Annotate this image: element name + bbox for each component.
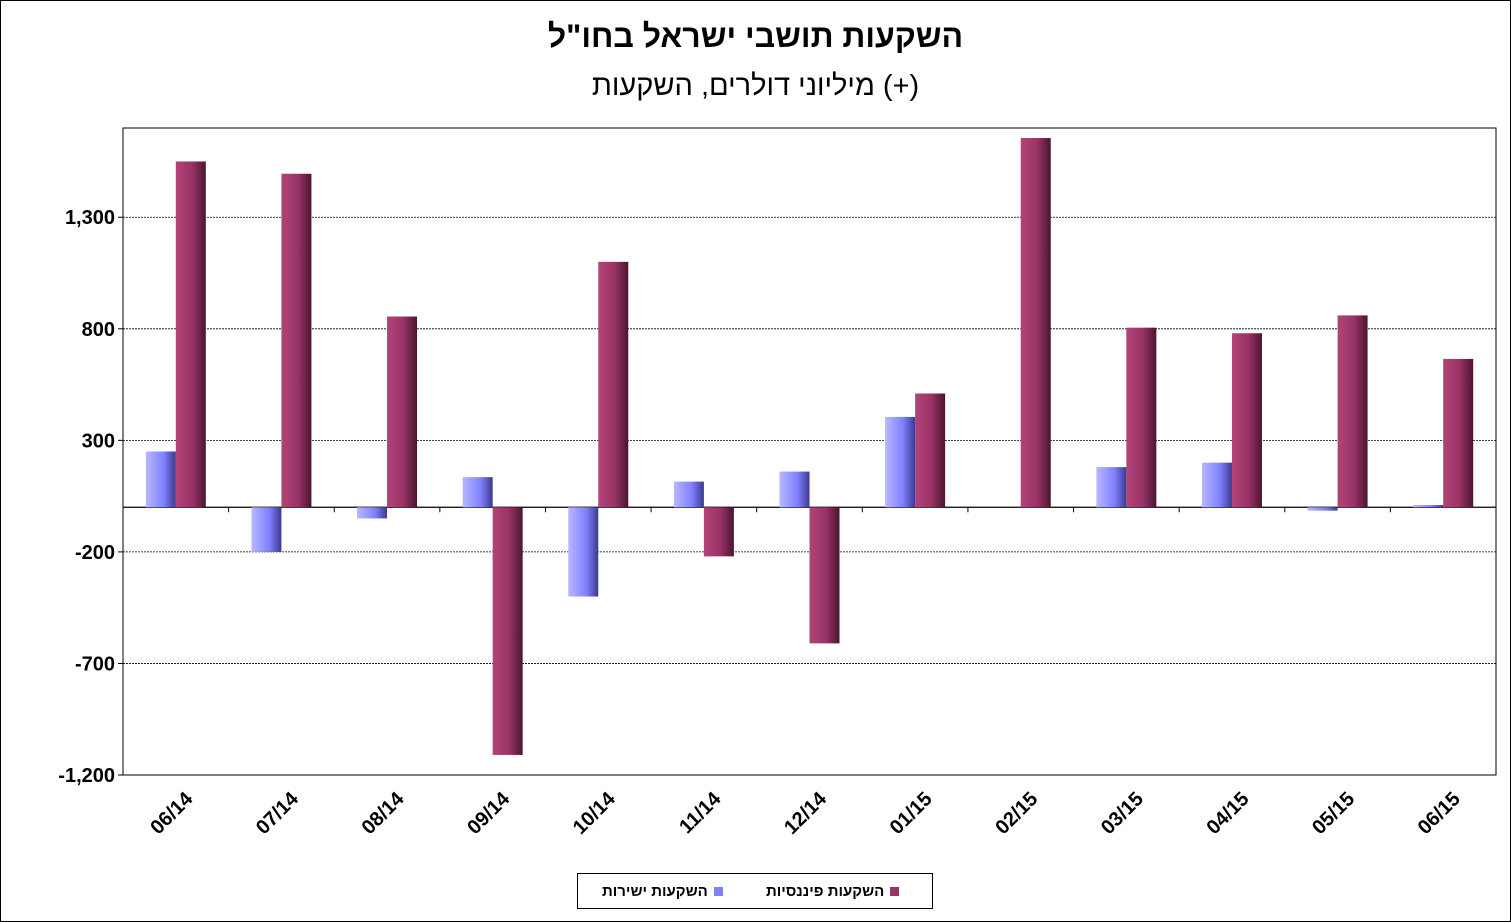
bar-direct-05-15 bbox=[1307, 507, 1338, 511]
x-tick-label: 12/14 bbox=[780, 787, 832, 839]
x-tick-label: 02/15 bbox=[991, 788, 1042, 839]
bar-financial-06-15 bbox=[1443, 358, 1474, 508]
bar-direct-06-15 bbox=[1413, 505, 1444, 508]
bar-direct-06-14 bbox=[145, 451, 176, 508]
x-tick-label: 04/15 bbox=[1203, 788, 1254, 839]
bar-direct-12-14 bbox=[779, 471, 810, 508]
bar-direct-08-14 bbox=[357, 507, 388, 519]
chart-legend: השקעות ישירות השקעות פיננסיות bbox=[577, 873, 933, 909]
plot-border bbox=[122, 127, 1497, 776]
bar-direct-01-15 bbox=[885, 416, 916, 508]
legend-item-financial: השקעות פיננסיות bbox=[766, 883, 900, 900]
y-tick-label: 300 bbox=[82, 430, 115, 452]
bar-direct-10-14 bbox=[568, 507, 599, 597]
bar-direct-11-14 bbox=[673, 481, 704, 508]
legend-swatch-financial bbox=[890, 887, 900, 896]
bar-financial-09-14 bbox=[492, 507, 523, 755]
y-tick-label: 1,300 bbox=[65, 207, 115, 229]
bar-financial-01-15 bbox=[915, 393, 946, 508]
y-tick-label: -700 bbox=[75, 653, 115, 675]
x-tick-label: 07/14 bbox=[252, 787, 304, 839]
bar-financial-10-14 bbox=[598, 261, 629, 508]
x-tick-label: 06/15 bbox=[1414, 788, 1465, 839]
bar-financial-02-15 bbox=[1020, 138, 1051, 508]
bar-financial-03-15 bbox=[1126, 327, 1157, 508]
bar-financial-11-14 bbox=[703, 507, 734, 557]
bar-direct-09-14 bbox=[462, 477, 493, 508]
x-tick-label: 10/14 bbox=[569, 787, 621, 839]
bar-financial-04-15 bbox=[1231, 333, 1262, 508]
x-tick-label: 03/15 bbox=[1097, 788, 1148, 839]
legend-label-direct: השקעות ישירות bbox=[602, 883, 708, 900]
x-tick-label: 08/14 bbox=[358, 787, 410, 839]
chart-title: השקעות תושבי ישראל בחו"ל bbox=[547, 18, 964, 54]
bar-financial-07-14 bbox=[281, 173, 312, 508]
legend-swatch-direct bbox=[713, 887, 723, 896]
x-tick-label: 09/14 bbox=[463, 787, 515, 839]
bar-financial-06-14 bbox=[175, 161, 206, 508]
legend-item-direct: השקעות ישירות bbox=[602, 883, 723, 900]
bar-direct-07-14 bbox=[251, 507, 282, 552]
legend-label-financial: השקעות פיננסיות bbox=[766, 883, 885, 900]
chart-subtitle: מיליוני דולרים, השקעות (+) bbox=[591, 70, 920, 102]
bar-financial-05-15 bbox=[1337, 315, 1368, 508]
y-tick-label: -200 bbox=[75, 542, 115, 564]
bar-direct-04-15 bbox=[1201, 462, 1232, 508]
x-tick-label: 01/15 bbox=[886, 788, 937, 839]
bar-financial-08-14 bbox=[387, 316, 418, 508]
y-tick-label: -1,200 bbox=[58, 765, 115, 787]
y-tick-label: 800 bbox=[82, 319, 115, 341]
x-tick-label: 05/15 bbox=[1308, 788, 1359, 839]
x-tick-label: 06/14 bbox=[146, 787, 198, 839]
bar-direct-03-15 bbox=[1096, 467, 1127, 508]
bar-financial-12-14 bbox=[809, 507, 840, 644]
x-tick-label: 11/14 bbox=[675, 787, 726, 838]
